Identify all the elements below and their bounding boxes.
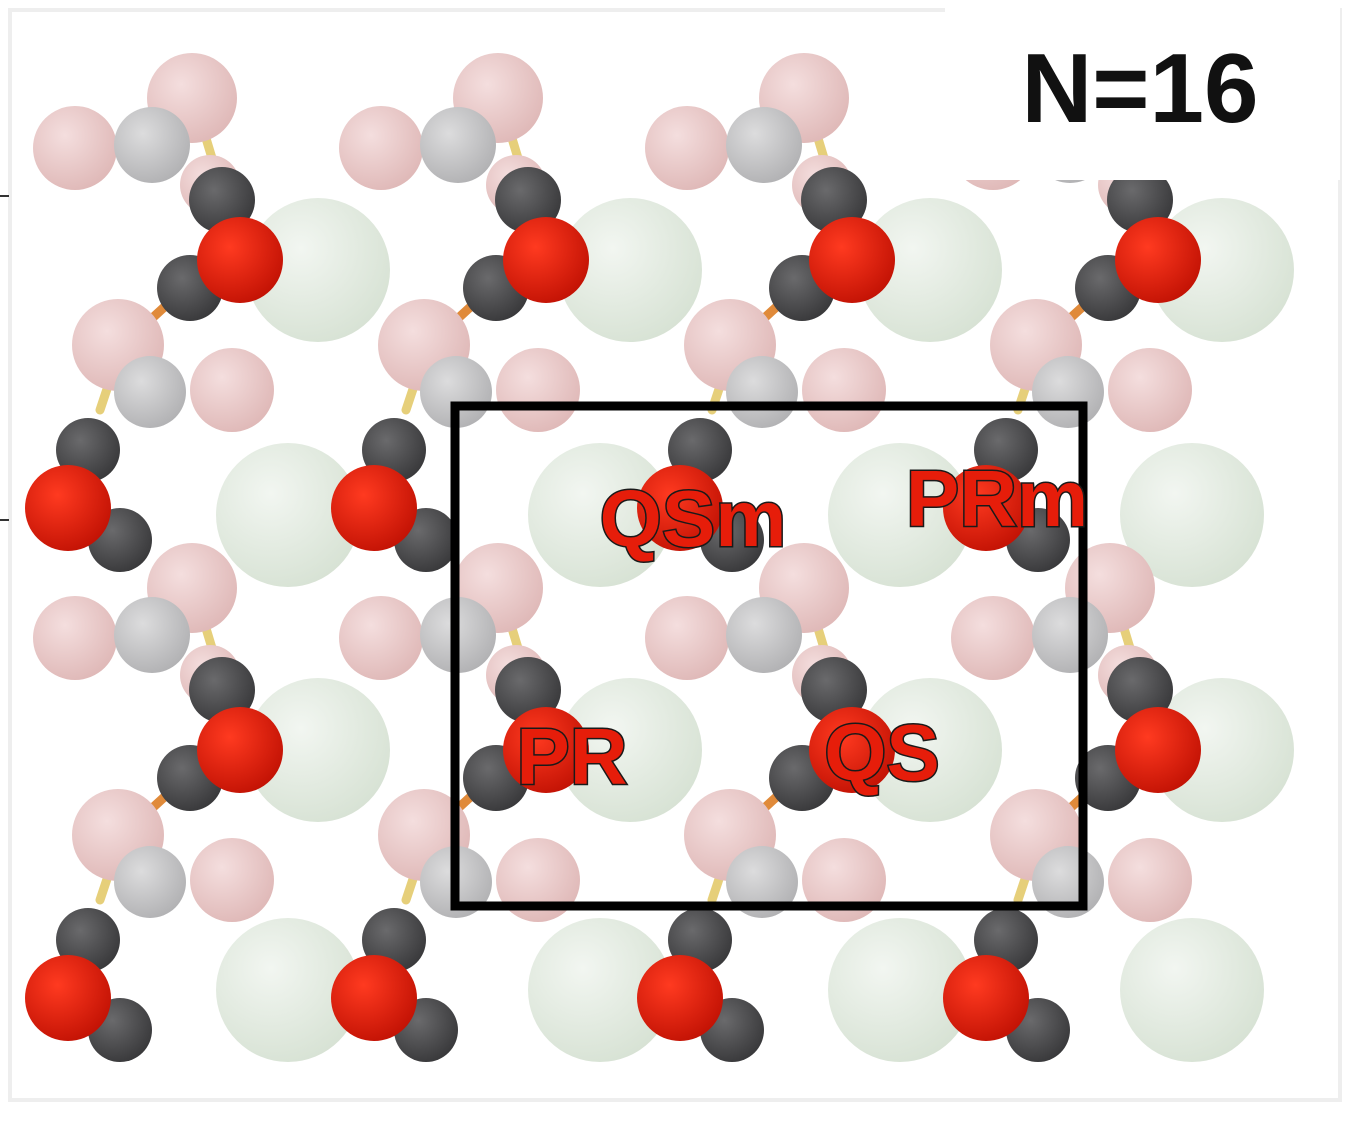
pink-atom bbox=[496, 838, 580, 922]
large-atom bbox=[246, 678, 390, 822]
oxygen-atom bbox=[637, 465, 723, 551]
pink-atom bbox=[339, 596, 423, 680]
oxygen-atom bbox=[197, 707, 283, 793]
pink-atom bbox=[802, 838, 886, 922]
oxygen-atom bbox=[25, 955, 111, 1041]
grey-atom bbox=[726, 597, 802, 673]
grey-atom bbox=[1032, 356, 1104, 428]
large-atom bbox=[828, 443, 972, 587]
carbon-atom bbox=[495, 167, 561, 233]
large-atom bbox=[528, 443, 672, 587]
oxygen-atom bbox=[637, 955, 723, 1041]
pink-atom bbox=[190, 838, 274, 922]
grey-atom bbox=[1032, 597, 1108, 673]
grey-atom bbox=[114, 597, 190, 673]
oxygen-atom bbox=[503, 707, 589, 793]
large-atom bbox=[558, 198, 702, 342]
carbon-atom bbox=[1107, 657, 1173, 723]
large-atom bbox=[858, 198, 1002, 342]
large-atom bbox=[1150, 678, 1294, 822]
title-background bbox=[945, 8, 1340, 180]
grey-atom bbox=[726, 846, 798, 918]
oxygen-atom bbox=[943, 465, 1029, 551]
pink-atom bbox=[190, 348, 274, 432]
pink-atom bbox=[33, 106, 117, 190]
oxygen-atom bbox=[943, 955, 1029, 1041]
pink-atom bbox=[339, 106, 423, 190]
oxygen-atom bbox=[25, 465, 111, 551]
grey-atom bbox=[420, 107, 496, 183]
pink-atom bbox=[1108, 348, 1192, 432]
oxygen-atom bbox=[331, 955, 417, 1041]
pink-atom bbox=[33, 596, 117, 680]
grey-atom bbox=[114, 846, 186, 918]
oxygen-atom bbox=[809, 707, 895, 793]
large-atom bbox=[216, 443, 360, 587]
large-atom bbox=[858, 678, 1002, 822]
oxygen-atom bbox=[809, 217, 895, 303]
large-atom bbox=[558, 678, 702, 822]
pink-atom bbox=[802, 348, 886, 432]
carbon-atom bbox=[1107, 167, 1173, 233]
site-label-qs: QS bbox=[824, 708, 940, 797]
carbon-atom bbox=[189, 657, 255, 723]
large-atom bbox=[528, 918, 672, 1062]
grey-atom bbox=[726, 356, 798, 428]
large-atom bbox=[246, 198, 390, 342]
carbon-atom bbox=[801, 167, 867, 233]
site-label-qsm: QSm bbox=[600, 474, 787, 563]
carbon-atom bbox=[495, 657, 561, 723]
pink-atom bbox=[1108, 838, 1192, 922]
large-atom bbox=[1120, 918, 1264, 1062]
grey-atom bbox=[114, 356, 186, 428]
figure-title: N=16 bbox=[1021, 33, 1258, 143]
oxygen-atom bbox=[1115, 217, 1201, 303]
oxygen-atom bbox=[197, 217, 283, 303]
oxygen-atom bbox=[503, 217, 589, 303]
oxygen-atom bbox=[1115, 707, 1201, 793]
site-label-pr: PR bbox=[516, 712, 627, 801]
large-atom bbox=[216, 918, 360, 1062]
large-atom bbox=[1120, 443, 1264, 587]
site-label-prm: PRm bbox=[906, 454, 1088, 543]
oxygen-atom bbox=[331, 465, 417, 551]
unit-cell-frame bbox=[450, 401, 1088, 911]
grey-atom bbox=[726, 107, 802, 183]
pink-atom bbox=[645, 596, 729, 680]
large-atom bbox=[828, 918, 972, 1062]
pink-atom bbox=[496, 348, 580, 432]
carbon-atom bbox=[801, 657, 867, 723]
grey-atom bbox=[114, 107, 190, 183]
carbon-atom bbox=[189, 167, 255, 233]
pink-atom bbox=[645, 106, 729, 190]
pink-atom bbox=[951, 596, 1035, 680]
